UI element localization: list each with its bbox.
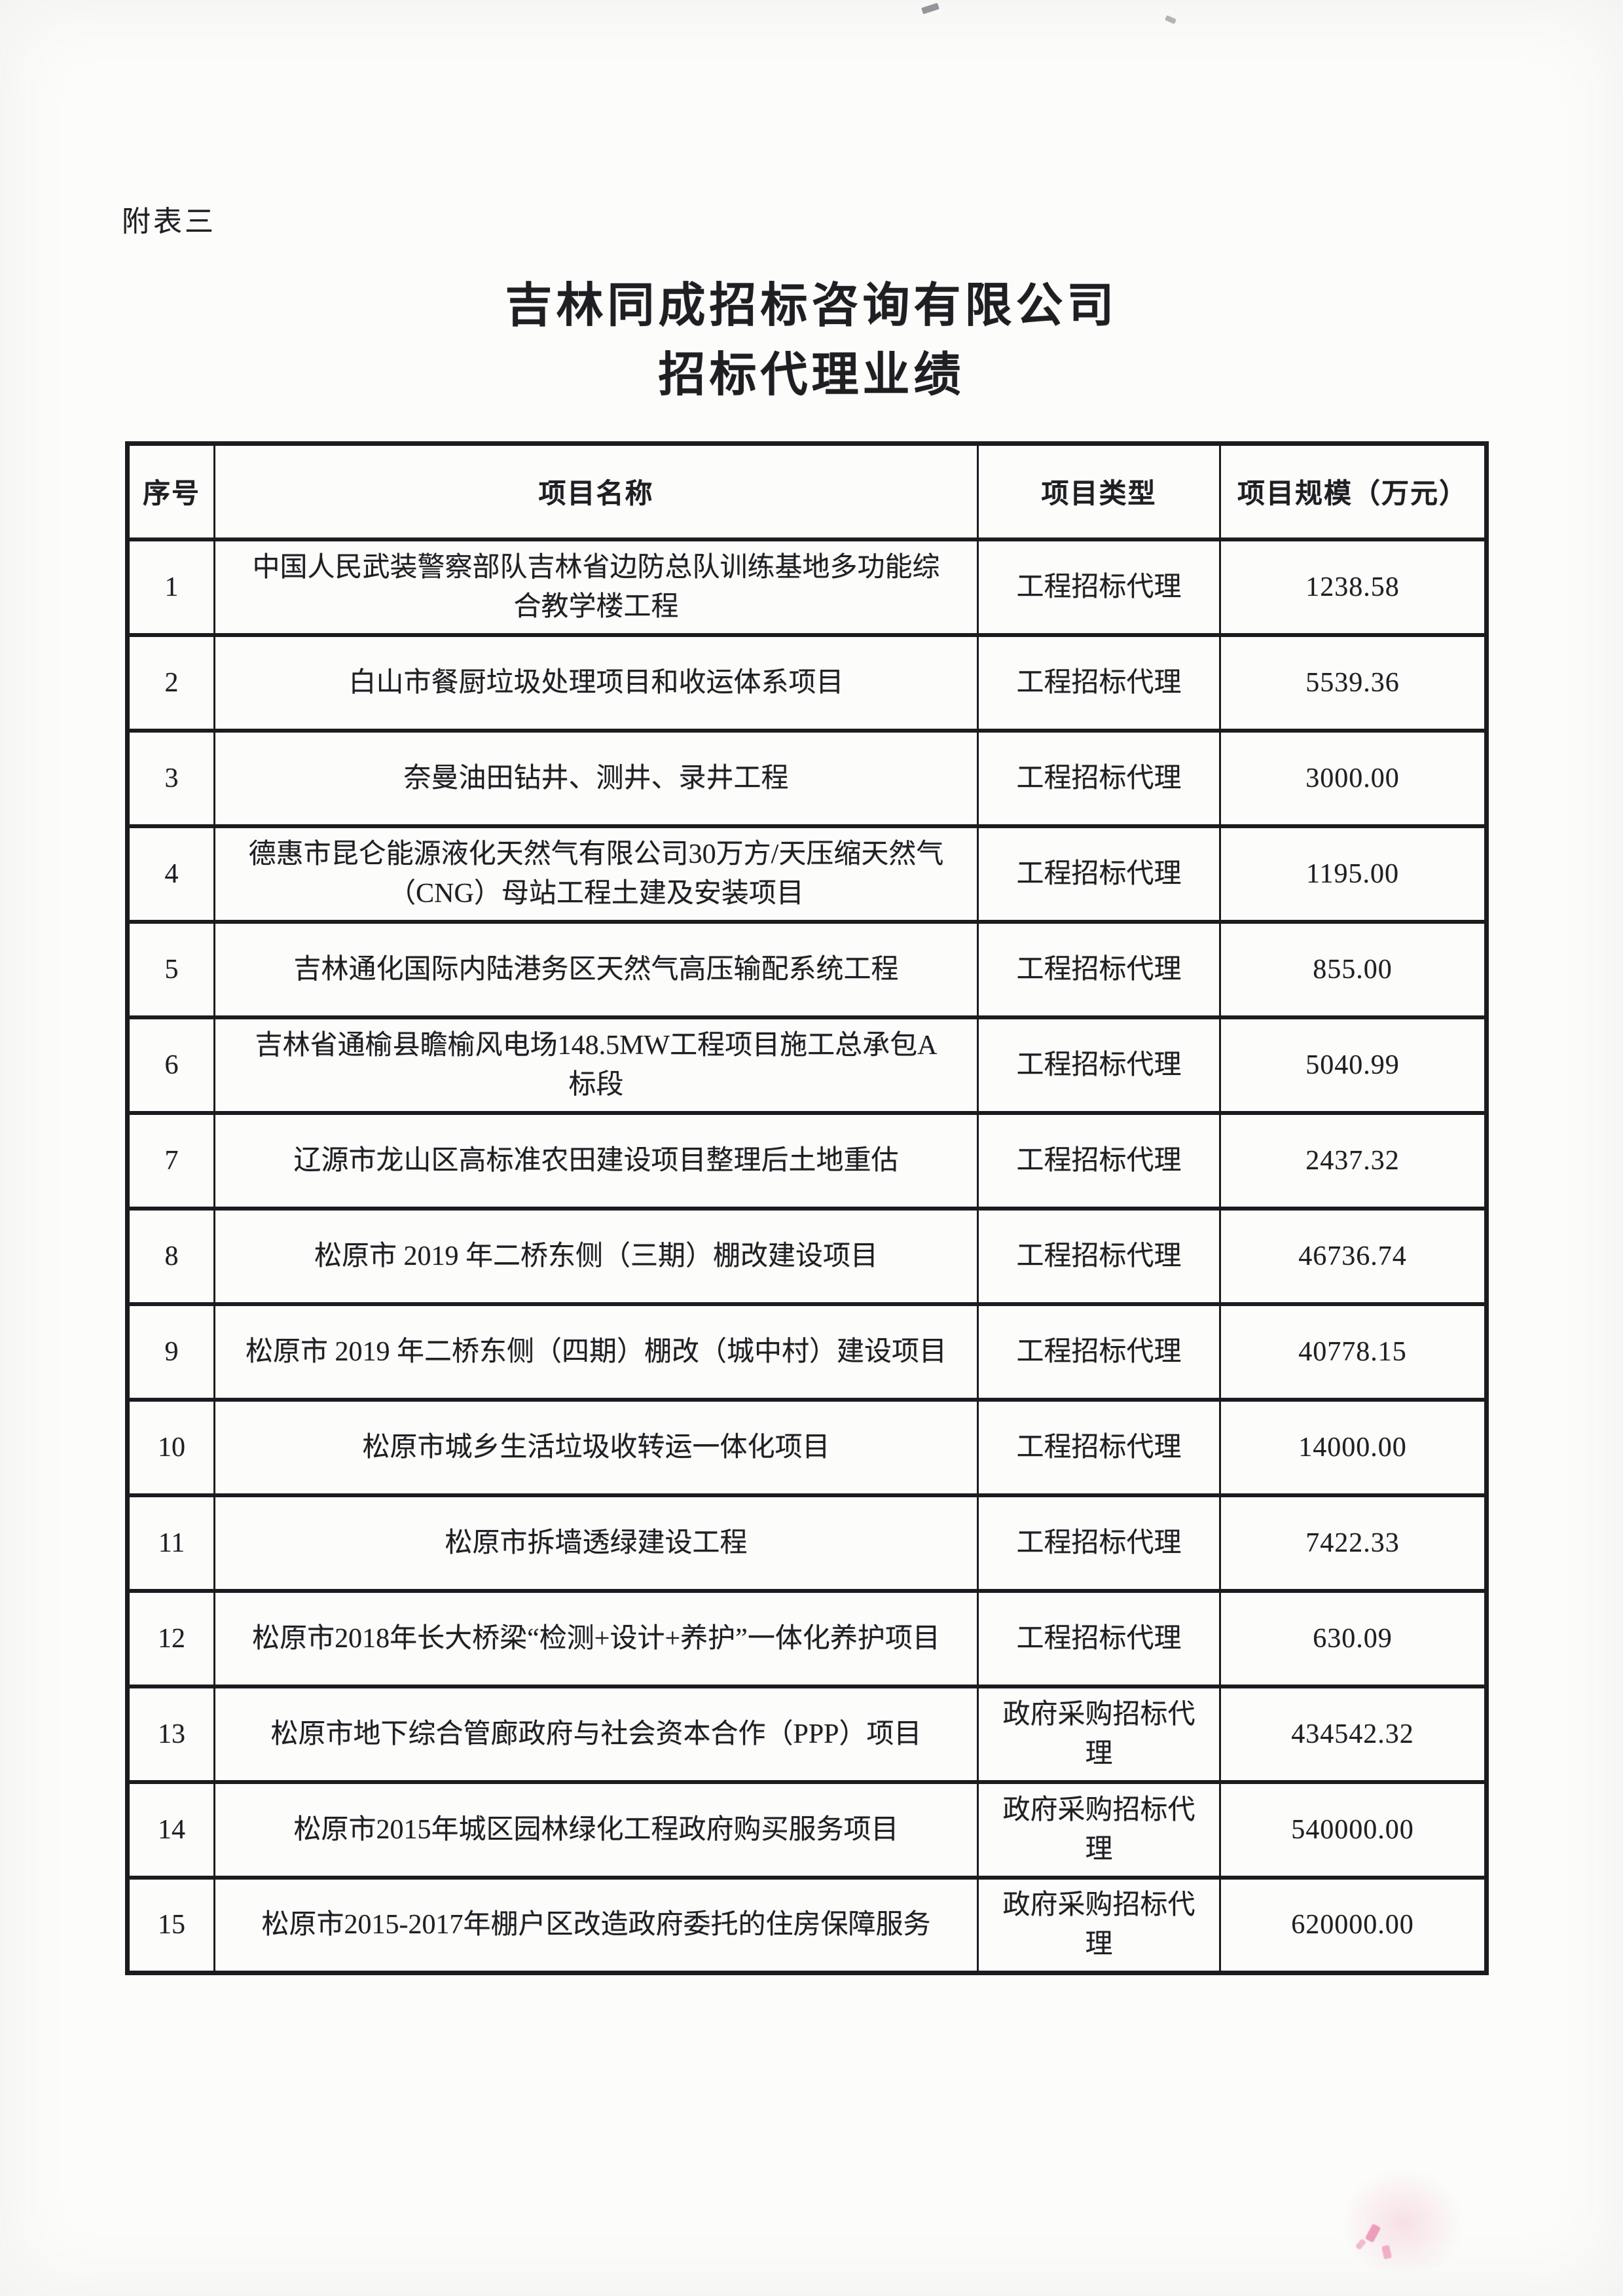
scan-artifact-speck [1165, 15, 1176, 24]
row-project-name: 松原市2015年城区园林绿化工程政府购买服务项目 [213, 1781, 979, 1878]
row-serial-number: 1 [126, 538, 215, 636]
table-row: 13 松原市地下综合管廊政府与社会资本合作（PPP）项目 政府采购招标代理 43… [126, 1685, 1487, 1783]
row-project-scale: 855.00 [1219, 920, 1487, 1018]
table-row: 1 中国人民武装警察部队吉林省边防总队训练基地多功能综合教学楼工程 工程招标代理… [126, 538, 1487, 636]
row-project-name: 松原市 2019 年二桥东侧（三期）棚改建设项目 [213, 1207, 979, 1305]
table-body: 1 中国人民武装警察部队吉林省边防总队训练基地多功能综合教学楼工程 工程招标代理… [126, 538, 1487, 1974]
row-project-scale: 14000.00 [1219, 1398, 1487, 1496]
row-project-type: 工程招标代理 [977, 729, 1221, 827]
row-project-name: 松原市2018年长大桥梁“检测+设计+养护”一体化养护项目 [213, 1590, 979, 1687]
row-project-name: 吉林通化国际内陆港务区天然气高压输配系统工程 [213, 920, 979, 1018]
row-project-scale: 7422.33 [1219, 1494, 1487, 1592]
header-project-scale: 项目规模（万元） [1219, 443, 1487, 540]
header-serial-number: 序号 [126, 443, 215, 540]
row-project-name: 松原市城乡生活垃圾收转运一体化项目 [213, 1398, 979, 1496]
scan-artifact-speck [921, 3, 939, 14]
row-project-scale: 46736.74 [1219, 1207, 1487, 1305]
row-project-type: 工程招标代理 [977, 1207, 1221, 1305]
row-serial-number: 12 [126, 1590, 215, 1687]
row-project-type: 工程招标代理 [977, 825, 1221, 922]
row-project-type: 工程招标代理 [977, 920, 1221, 1018]
row-project-type: 工程招标代理 [977, 538, 1221, 636]
header-project-type: 项目类型 [977, 443, 1221, 540]
row-project-scale: 2437.32 [1219, 1112, 1487, 1209]
row-project-scale: 434542.32 [1219, 1685, 1487, 1783]
table-row: 15 松原市2015-2017年棚户区改造政府委托的住房保障服务 政府采购招标代… [126, 1876, 1487, 1974]
document-title-line2: 招标代理业绩 [658, 349, 965, 401]
row-project-type: 工程招标代理 [977, 1112, 1221, 1209]
row-project-name: 奈曼油田钻井、测井、录井工程 [213, 729, 979, 827]
row-project-type: 政府采购招标代理 [977, 1876, 1221, 1974]
appendix-label: 附表三 [122, 206, 216, 238]
row-serial-number: 9 [126, 1303, 215, 1400]
row-project-type: 工程招标代理 [977, 1303, 1221, 1400]
row-serial-number: 13 [126, 1685, 215, 1783]
table-row: 5 吉林通化国际内陆港务区天然气高压输配系统工程 工程招标代理 855.00 [126, 920, 1487, 1018]
table-row: 10 松原市城乡生活垃圾收转运一体化项目 工程招标代理 14000.00 [126, 1398, 1487, 1496]
row-project-name: 松原市 2019 年二桥东侧（四期）棚改（城中村）建设项目 [213, 1303, 979, 1400]
row-project-scale: 620000.00 [1219, 1876, 1487, 1974]
row-serial-number: 6 [126, 1016, 215, 1114]
row-project-scale: 1195.00 [1219, 825, 1487, 922]
table-row: 2 白山市餐厨垃圾处理项目和收运体系项目 工程招标代理 5539.36 [126, 634, 1487, 731]
table-row: 4 德惠市昆仑能源液化天然气有限公司30万方/天压缩天然气（CNG）母站工程土建… [126, 825, 1487, 922]
row-serial-number: 10 [126, 1398, 215, 1496]
row-project-name: 德惠市昆仑能源液化天然气有限公司30万方/天压缩天然气（CNG）母站工程土建及安… [213, 825, 979, 922]
row-project-name: 白山市餐厨垃圾处理项目和收运体系项目 [213, 634, 979, 731]
table-header: 序号 项目名称 项目类型 项目规模（万元） [126, 443, 1487, 540]
row-project-name: 松原市2015-2017年棚户区改造政府委托的住房保障服务 [213, 1876, 979, 1974]
row-project-name: 松原市地下综合管廊政府与社会资本合作（PPP）项目 [213, 1685, 979, 1783]
row-project-scale: 3000.00 [1219, 729, 1487, 827]
row-project-name: 吉林省通榆县瞻榆风电场148.5MW工程项目施工总承包A标段 [213, 1016, 979, 1114]
row-project-type: 工程招标代理 [977, 1016, 1221, 1114]
row-project-scale: 630.09 [1219, 1590, 1487, 1687]
row-project-type: 工程招标代理 [977, 1398, 1221, 1496]
table-row: 9 松原市 2019 年二桥东侧（四期）棚改（城中村）建设项目 工程招标代理 4… [126, 1303, 1487, 1400]
row-serial-number: 3 [126, 729, 215, 827]
row-project-scale: 40778.15 [1219, 1303, 1487, 1400]
row-project-name: 松原市拆墙透绿建设工程 [213, 1494, 979, 1592]
row-project-type: 政府采购招标代理 [977, 1685, 1221, 1783]
document-title-line1: 吉林同成招标咨询有限公司 [505, 280, 1118, 332]
table-row: 6 吉林省通榆县瞻榆风电场148.5MW工程项目施工总承包A标段 工程招标代理 … [126, 1016, 1487, 1114]
table-row: 3 奈曼油田钻井、测井、录井工程 工程招标代理 3000.00 [126, 729, 1487, 827]
row-serial-number: 4 [126, 825, 215, 922]
row-project-type: 政府采购招标代理 [977, 1781, 1221, 1878]
header-project-name: 项目名称 [213, 443, 979, 540]
faded-red-stamp-smudge [1341, 2168, 1465, 2276]
table-row: 7 辽源市龙山区高标准农田建设项目整理后土地重估 工程招标代理 2437.32 [126, 1112, 1487, 1209]
table-row: 8 松原市 2019 年二桥东侧（三期）棚改建设项目 工程招标代理 46736.… [126, 1207, 1487, 1305]
row-serial-number: 2 [126, 634, 215, 731]
row-project-name: 中国人民武装警察部队吉林省边防总队训练基地多功能综合教学楼工程 [213, 538, 979, 636]
row-serial-number: 8 [126, 1207, 215, 1305]
table-row: 12 松原市2018年长大桥梁“检测+设计+养护”一体化养护项目 工程招标代理 … [126, 1590, 1487, 1687]
row-serial-number: 14 [126, 1781, 215, 1878]
row-project-type: 工程招标代理 [977, 634, 1221, 731]
table-header-row: 序号 项目名称 项目类型 项目规模（万元） [126, 443, 1487, 540]
row-serial-number: 7 [126, 1112, 215, 1209]
table-row: 11 松原市拆墙透绿建设工程 工程招标代理 7422.33 [126, 1494, 1487, 1592]
row-project-name: 辽源市龙山区高标准农田建设项目整理后土地重估 [213, 1112, 979, 1209]
table-row: 14 松原市2015年城区园林绿化工程政府购买服务项目 政府采购招标代理 540… [126, 1781, 1487, 1878]
performance-table: 序号 项目名称 项目类型 项目规模（万元） 1 中国人民武装警察部队吉林省边防总… [125, 441, 1489, 1975]
row-project-type: 工程招标代理 [977, 1494, 1221, 1592]
row-project-scale: 5539.36 [1219, 634, 1487, 731]
row-project-scale: 5040.99 [1219, 1016, 1487, 1114]
row-project-type: 工程招标代理 [977, 1590, 1221, 1687]
row-project-scale: 540000.00 [1219, 1781, 1487, 1878]
row-serial-number: 11 [126, 1494, 215, 1592]
row-project-scale: 1238.58 [1219, 538, 1487, 636]
row-serial-number: 15 [126, 1876, 215, 1974]
document-title: 吉林同成招标咨询有限公司 招标代理业绩 [0, 271, 1623, 410]
row-serial-number: 5 [126, 920, 215, 1018]
